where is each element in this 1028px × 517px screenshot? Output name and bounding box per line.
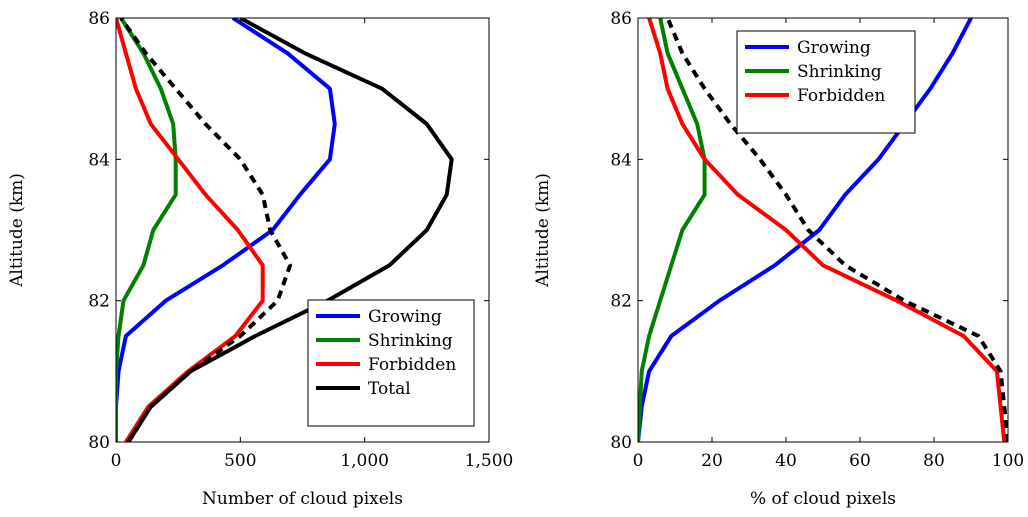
x-tick-label: 20 xyxy=(701,451,723,471)
legend: Growing Shrinking Forbidden Total xyxy=(307,299,475,427)
x-axis-title: Number of cloud pixels xyxy=(202,489,403,509)
plot-frame xyxy=(115,17,490,443)
y-axis-title: Altitude (km) xyxy=(533,173,553,288)
y-tick-label: 82 xyxy=(610,292,632,312)
series-layer xyxy=(638,18,1008,442)
ticks-layer: 0 500 1,000 1,500 80 82 84 86 xyxy=(88,9,513,471)
series-layer xyxy=(116,18,454,442)
series-line-dashed xyxy=(119,18,293,442)
y-tick-label: 86 xyxy=(88,9,110,29)
x-tick-label: 500 xyxy=(224,451,256,471)
panel-right: 0 20 40 60 80 100 80 82 84 86 % of cloud pixels A… xyxy=(533,9,1024,509)
x-tick-label: 0 xyxy=(633,451,644,471)
legend-label-forbidden: Forbidden xyxy=(368,355,456,375)
x-tick-label: 1,500 xyxy=(465,451,514,471)
x-axis-title: % of cloud pixels xyxy=(750,489,896,509)
y-tick-label: 84 xyxy=(88,150,110,170)
y-axis-title: Altitude (km) xyxy=(7,173,27,288)
y-tick-label: 84 xyxy=(610,150,632,170)
panel-left: 0 500 1,000 1,500 80 82 84 86 Number of cloud p… xyxy=(7,9,513,509)
x-tick-label: 40 xyxy=(775,451,797,471)
legend-label-shrinking: Shrinking xyxy=(797,62,882,82)
y-tick-label: 80 xyxy=(88,433,110,453)
x-tick-label: 1,000 xyxy=(340,451,389,471)
ticks-layer: 0 20 40 60 80 100 80 82 84 86 xyxy=(610,9,1024,471)
x-tick-label: 0 xyxy=(111,451,122,471)
series-line-total xyxy=(126,18,454,442)
legend: Growing Shrinking Forbidden xyxy=(736,30,916,134)
series-line-growing xyxy=(638,18,973,442)
plot-frame xyxy=(637,17,1009,443)
legend-label-total: Total xyxy=(368,379,411,399)
y-tick-label: 86 xyxy=(610,9,632,29)
legend-label-growing: Growing xyxy=(797,38,871,58)
series-line-growing xyxy=(116,18,337,442)
legend-label-forbidden: Forbidden xyxy=(797,86,885,106)
series-line-shrinking xyxy=(638,18,707,442)
x-tick-label: 60 xyxy=(849,451,871,471)
legend-label-growing: Growing xyxy=(368,307,442,327)
x-tick-label: 100 xyxy=(992,451,1024,471)
legend-label-shrinking: Shrinking xyxy=(368,331,453,351)
x-tick-label: 80 xyxy=(923,451,945,471)
y-tick-label: 82 xyxy=(88,292,110,312)
series-line-dashed xyxy=(665,18,1008,442)
series-line-forbidden xyxy=(116,18,265,442)
series-line-forbidden xyxy=(647,18,1007,442)
series-line-shrinking xyxy=(116,18,178,442)
y-tick-label: 80 xyxy=(610,433,632,453)
